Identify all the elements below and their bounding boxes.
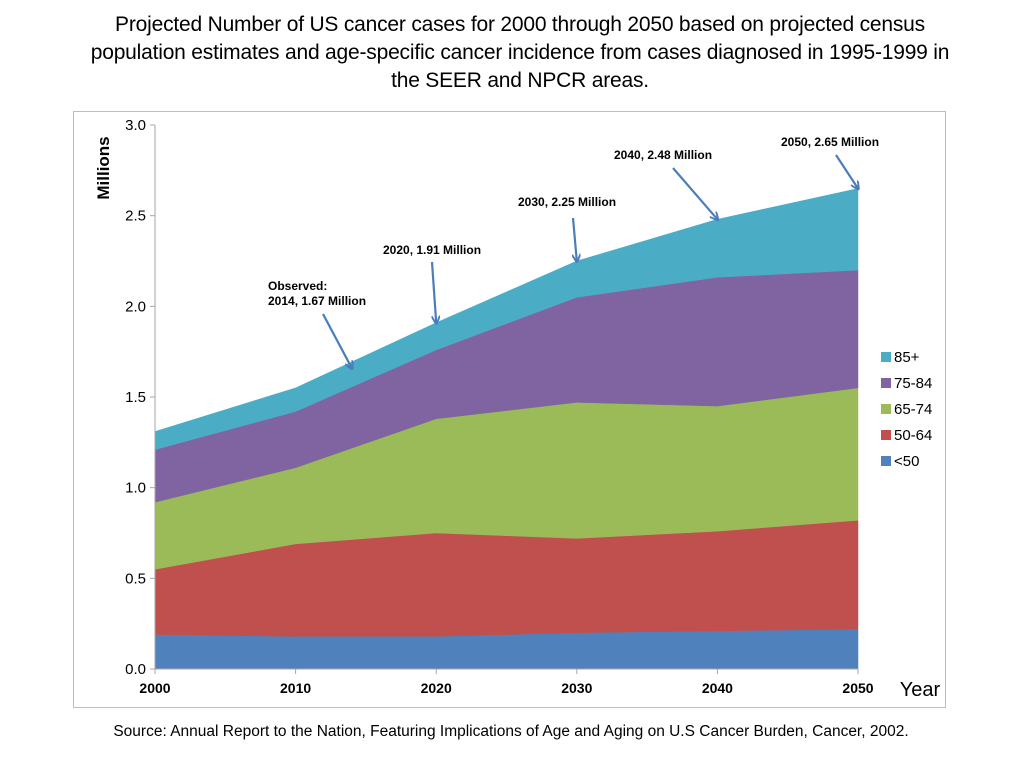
annotation-arrow bbox=[322, 313, 352, 368]
annotation-arrow bbox=[672, 167, 717, 219]
legend-swatch bbox=[881, 378, 891, 388]
annotation-label: 2020, 1.91 Million bbox=[383, 243, 481, 257]
legend-item: 85+ bbox=[881, 349, 920, 366]
annotation-2030: 2030, 2.25 Million bbox=[518, 195, 616, 261]
area-layers bbox=[154, 188, 859, 670]
y-tick-label: 0.0 bbox=[125, 661, 146, 678]
y-tick-label: 2.0 bbox=[125, 298, 146, 315]
legend-item: <50 bbox=[881, 453, 919, 470]
y-tick-label: 3.0 bbox=[125, 117, 146, 134]
legend-label: 50-64 bbox=[894, 427, 932, 444]
x-tick-label: 2040 bbox=[702, 680, 733, 696]
annotation-arrow bbox=[835, 154, 858, 188]
legend-item: 75-84 bbox=[881, 375, 932, 392]
source-citation: Source: Annual Report to the Nation, Fea… bbox=[113, 723, 909, 740]
x-tick-label: 2020 bbox=[421, 680, 452, 696]
legend-label: 85+ bbox=[894, 349, 920, 366]
legend-label: 65-74 bbox=[894, 401, 932, 418]
axes: 0.0 0.5 1.0 1.5 2.0 2.5 3.0 2000 2010 2020 2030 204… bbox=[125, 117, 874, 696]
x-tick-label: 2010 bbox=[280, 680, 311, 696]
legend-item: 65-74 bbox=[881, 401, 932, 418]
title-line-1: Projected Number of US cancer cases for … bbox=[115, 13, 925, 36]
legend-swatch bbox=[881, 352, 891, 362]
annotation-2020: 2020, 1.91 Million bbox=[383, 243, 481, 323]
chart-title: Projected Number of US cancer cases for … bbox=[20, 11, 1020, 95]
annotation-arrow bbox=[573, 217, 577, 261]
x-tick-label: 2030 bbox=[561, 680, 592, 696]
legend-label: 75-84 bbox=[894, 375, 932, 392]
title-line-2: population estimates and age-specific ca… bbox=[90, 41, 950, 64]
y-tick-label: 1.0 bbox=[125, 480, 146, 497]
annotation-label: 2050, 2.65 Million bbox=[781, 135, 879, 149]
y-axis-label: Millions bbox=[94, 136, 113, 199]
y-tick-label: 1.5 bbox=[125, 389, 146, 406]
legend-item: 50-64 bbox=[881, 427, 932, 444]
annotation-label: 2030, 2.25 Million bbox=[518, 195, 616, 209]
annotation-2050: 2050, 2.65 Million bbox=[781, 135, 879, 188]
annotation-arrow bbox=[430, 261, 436, 323]
y-tick-label: 0.5 bbox=[125, 570, 146, 587]
legend-swatch bbox=[881, 430, 891, 440]
title-line-3: the SEER and NPCR areas. bbox=[391, 69, 649, 92]
y-tick-label: 2.5 bbox=[125, 208, 146, 225]
x-tick-label: 2000 bbox=[139, 680, 170, 696]
annotation-label: Observed: bbox=[268, 279, 327, 293]
legend-swatch bbox=[881, 456, 891, 466]
legend-swatch bbox=[881, 404, 891, 414]
annotation-2014: Observed:2014, 1.67 Million bbox=[268, 279, 366, 368]
legend-label: <50 bbox=[894, 453, 919, 470]
annotation-label: 2040, 2.48 Million bbox=[614, 148, 712, 162]
x-axis-label: Year bbox=[900, 679, 941, 701]
annotation-2040: 2040, 2.48 Million bbox=[614, 148, 717, 219]
annotations: Observed:2014, 1.67 Million 2020, 1.91 Mi… bbox=[268, 135, 879, 368]
x-tick-label: 2050 bbox=[842, 680, 873, 696]
legend: 85+ 75-84 65-74 50-64 <50 bbox=[881, 349, 932, 470]
annotation-label: 2014, 1.67 Million bbox=[268, 294, 366, 308]
